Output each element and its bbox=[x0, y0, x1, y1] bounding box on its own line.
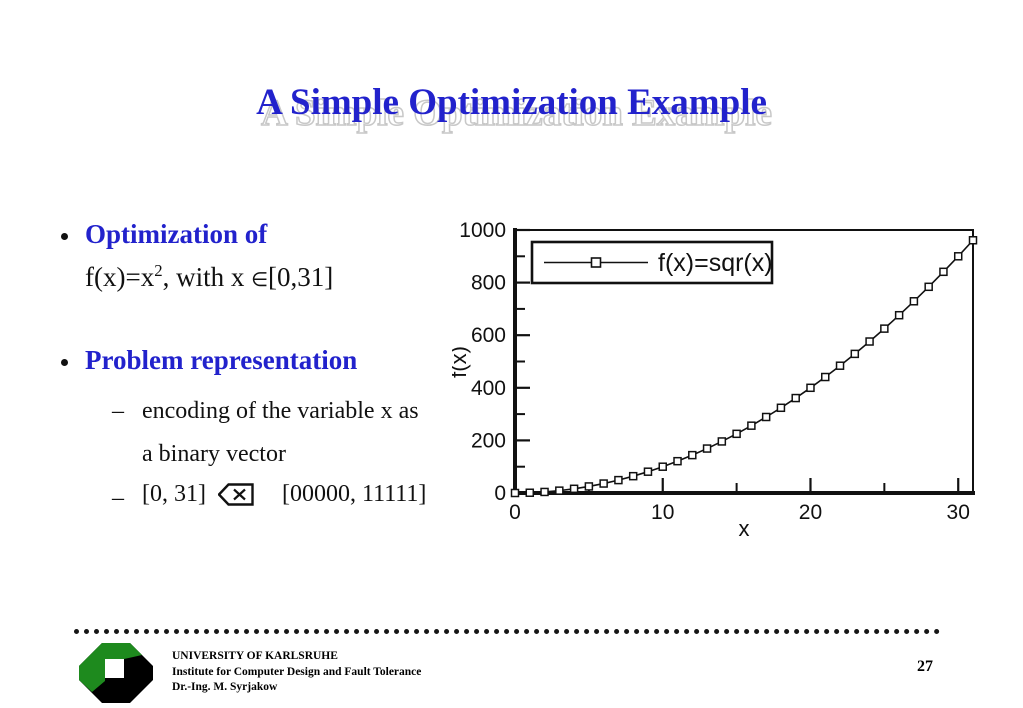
formula-part: [0,31] bbox=[268, 262, 334, 292]
x-axis-label: x bbox=[739, 516, 750, 541]
data-point-marker bbox=[865, 337, 874, 346]
data-point-marker bbox=[909, 297, 919, 306]
data-point-marker bbox=[540, 487, 549, 497]
data-point-marker bbox=[717, 437, 727, 446]
element-of-symbol: ∈ bbox=[251, 270, 269, 291]
bullet-dot bbox=[61, 359, 68, 366]
footer-org-line1: UNIVERSITY OF KARLSRUHE bbox=[172, 650, 338, 662]
y-axis-tick-label: 0 bbox=[494, 482, 506, 505]
slide-title: A Simple Optimization Example bbox=[256, 82, 767, 123]
footer-affiliation: UNIVERSITY OF KARLSRUHE Institute for Co… bbox=[172, 649, 421, 696]
footer-org-line3: Dr.-Ing. M. Syrjakow bbox=[172, 681, 278, 694]
y-axis-tick-label: 800 bbox=[471, 272, 506, 295]
data-point-marker bbox=[599, 479, 608, 488]
university-karlsruhe-logo-icon bbox=[79, 643, 153, 703]
data-point-marker bbox=[732, 429, 741, 439]
bullet-optimization-of: Optimization of bbox=[85, 219, 268, 249]
formula-exponent: 2 bbox=[154, 261, 163, 280]
data-point-marker bbox=[968, 236, 978, 245]
bullet-dot bbox=[61, 233, 68, 240]
sub-bullet-dash: – bbox=[112, 398, 124, 424]
data-point-marker bbox=[525, 488, 535, 497]
data-point-marker bbox=[584, 482, 594, 491]
slide-title-shadow: A Simple Optimization Example bbox=[260, 93, 772, 134]
interval-decimal: [0, 31] bbox=[142, 481, 206, 507]
formula-part: f(x)=x bbox=[85, 262, 155, 292]
formula-line: f(x)=x2, with x ∈[0,31] bbox=[85, 261, 334, 292]
chart-legend-label: f(x)=sqr(x) bbox=[658, 249, 773, 277]
data-point-marker bbox=[821, 372, 830, 382]
y-axis-tick-label: 1000 bbox=[459, 219, 506, 242]
x-axis-tick-label: 20 bbox=[799, 501, 822, 524]
data-point-marker bbox=[569, 484, 579, 494]
backspace-map-icon bbox=[217, 482, 254, 506]
data-point-marker bbox=[939, 267, 948, 277]
data-point-marker bbox=[628, 471, 638, 481]
sub-bullet-dash: – bbox=[112, 485, 124, 511]
chart-svg: 0 10 20 30 0 200 400 600 800 1000 x f(x) f(x)=sqr(x) bbox=[446, 219, 978, 541]
y-axis-label: f(x) bbox=[452, 346, 471, 378]
data-point-marker bbox=[643, 467, 653, 476]
data-point-marker bbox=[806, 383, 815, 393]
function-plot: 0 10 20 30 0 200 400 600 800 1000 x f(x) f(x)=sqr(x) bbox=[446, 212, 1023, 552]
data-point-marker bbox=[880, 324, 889, 333]
data-point-marker bbox=[835, 361, 845, 370]
data-point-marker bbox=[614, 475, 623, 485]
x-axis-tick-label: 30 bbox=[947, 501, 970, 524]
sub-bullet-mapping: [0, 31] [00000, 11111] bbox=[142, 482, 426, 506]
data-point-marker bbox=[658, 462, 667, 471]
y-axis-tick-label: 600 bbox=[471, 324, 506, 347]
x-axis-tick-label: 10 bbox=[651, 501, 674, 524]
data-point-marker bbox=[953, 252, 963, 261]
y-axis-tick-label: 400 bbox=[471, 377, 506, 400]
interval-binary: [00000, 11111] bbox=[281, 481, 427, 507]
data-point-marker bbox=[776, 403, 786, 413]
data-point-marker bbox=[555, 486, 564, 495]
data-point-marker bbox=[761, 412, 771, 422]
bullet-problem-representation: Problem representation bbox=[85, 345, 358, 375]
data-point-marker bbox=[688, 450, 697, 460]
y-axis-tick-label: 200 bbox=[471, 429, 506, 452]
formula-part: , with x bbox=[162, 262, 252, 292]
legend-marker bbox=[590, 257, 602, 268]
footer-dotted-divider bbox=[74, 629, 940, 634]
page-number: 27 bbox=[917, 658, 933, 675]
data-point-marker bbox=[510, 488, 520, 498]
chart-legend-box bbox=[530, 240, 774, 285]
data-point-marker bbox=[673, 456, 682, 466]
x-axis-tick-label: 0 bbox=[509, 501, 521, 524]
data-point-marker bbox=[791, 393, 800, 403]
data-point-marker bbox=[850, 349, 860, 359]
data-point-marker bbox=[894, 310, 904, 320]
footer-org-line2: Institute for Computer Design and Fault … bbox=[172, 665, 422, 678]
sub-bullet-encoding-line1: encoding of the variable x as bbox=[142, 398, 419, 424]
sub-bullet-encoding-line2: a binary vector bbox=[142, 441, 286, 467]
data-point-marker bbox=[924, 282, 933, 292]
data-point-marker bbox=[702, 444, 712, 453]
data-point-marker bbox=[747, 421, 756, 430]
